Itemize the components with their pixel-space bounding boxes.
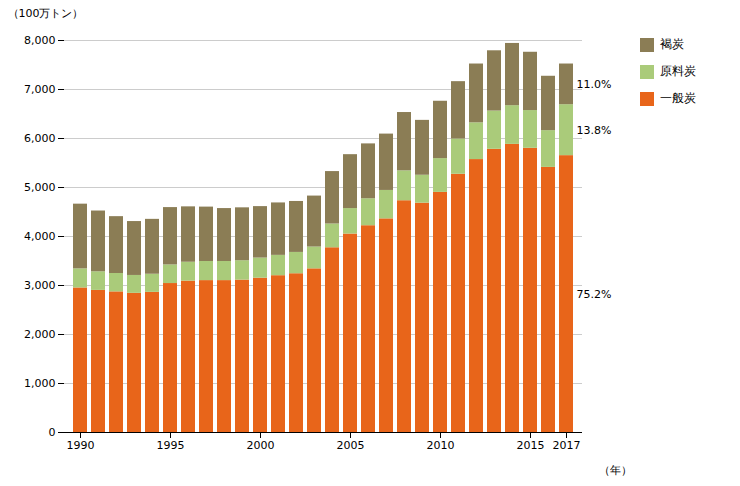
svg-text:2015: 2015 [517, 439, 545, 452]
svg-text:（100万トン）: （100万トン） [8, 7, 84, 20]
svg-text:2017: 2017 [553, 439, 581, 452]
svg-text:1,000: 1,000 [24, 377, 56, 390]
svg-text:2010: 2010 [427, 439, 455, 452]
svg-text:75.2%: 75.2% [577, 288, 612, 301]
svg-text:0: 0 [49, 426, 56, 439]
svg-text:1995: 1995 [157, 439, 185, 452]
svg-text:6,000: 6,000 [24, 132, 56, 145]
svg-text:7,000: 7,000 [24, 83, 56, 96]
svg-text:4,000: 4,000 [24, 230, 56, 243]
svg-text:8,000: 8,000 [24, 34, 56, 47]
html-text:褐炭: 褐炭 [660, 37, 684, 51]
svg-text:2000: 2000 [247, 439, 275, 452]
svg-text:（年）: （年） [599, 464, 632, 477]
html-text:原料炭: 原料炭 [660, 64, 696, 78]
svg-text:13.8%: 13.8% [577, 124, 612, 137]
svg-text:1990: 1990 [67, 439, 95, 452]
svg-text:5,000: 5,000 [24, 181, 56, 194]
html-text:一般炭: 一般炭 [660, 91, 696, 105]
svg-text:2005: 2005 [337, 439, 365, 452]
svg-text:3,000: 3,000 [24, 279, 56, 292]
svg-text:11.0%: 11.0% [577, 78, 612, 91]
svg-text:2,000: 2,000 [24, 328, 56, 341]
